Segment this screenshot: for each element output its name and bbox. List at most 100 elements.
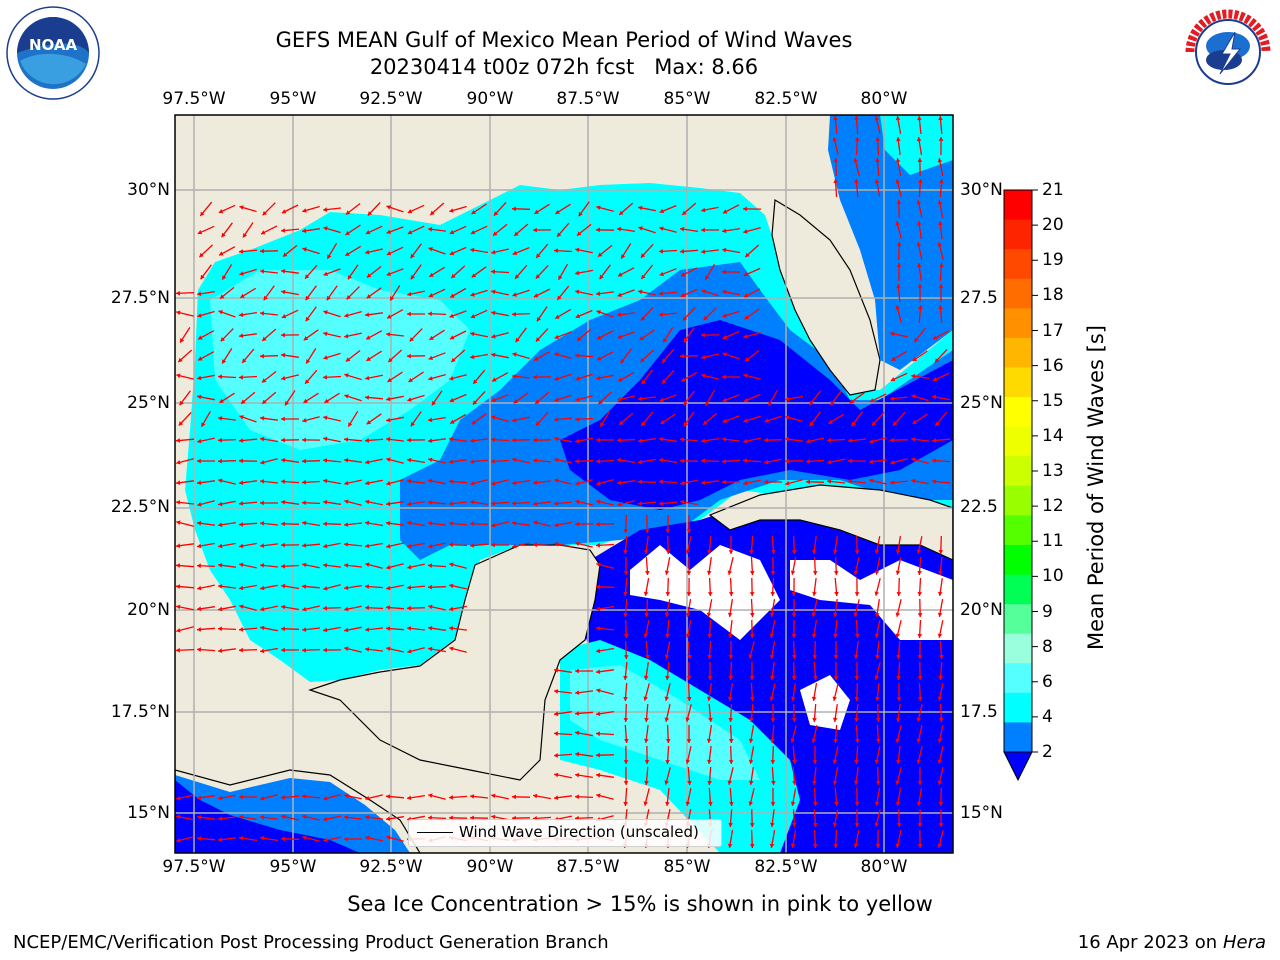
wind-wave-arrowhead — [365, 520, 370, 526]
wind-wave-arrowhead — [917, 613, 923, 617]
wind-wave-arrowhead — [722, 247, 727, 253]
wind-wave-arrowhead — [222, 359, 227, 364]
wind-wave-arrowhead — [596, 499, 601, 505]
lon-tick-bottom: 97.5°W — [162, 857, 226, 877]
wind-wave-arrowhead — [891, 356, 896, 361]
lat-tick-left: 27.5°N — [110, 288, 170, 308]
wind-wave-arrowhead — [895, 801, 901, 806]
wind-wave-arrowhead — [449, 479, 453, 484]
colorbar-segment — [1004, 722, 1032, 753]
wind-wave-arrowhead — [617, 292, 622, 297]
wind-wave-arrowhead — [260, 521, 265, 526]
wind-wave-arrowhead — [428, 293, 434, 298]
wind-wave-arrowhead — [764, 459, 769, 465]
wind-wave-arrowhead — [664, 780, 669, 785]
wind-wave-arrowhead — [682, 210, 687, 215]
wind-wave-arrowhead — [665, 675, 670, 680]
wind-wave-arrowhead — [701, 227, 705, 233]
wind-wave-arrowhead — [896, 676, 901, 680]
wind-wave-arrowhead — [344, 333, 349, 339]
wind-wave-arrowhead — [722, 459, 726, 464]
wind-wave-arrowhead — [785, 415, 790, 420]
wind-wave-arrowhead — [685, 759, 691, 764]
wind-wave-arrowhead — [812, 802, 818, 806]
wind-wave-arrowhead — [218, 606, 223, 612]
wind-wave-arrowhead — [365, 584, 369, 589]
wind-wave-arrowhead — [664, 570, 670, 575]
lon-tick-bottom: 95°W — [269, 857, 317, 877]
wind-wave-arrowhead — [812, 655, 818, 659]
wind-wave-arrowhead — [686, 697, 692, 701]
wind-wave-arrowhead — [638, 479, 642, 485]
wind-wave-arrowhead — [344, 458, 349, 463]
wind-wave-arrowhead — [239, 627, 244, 632]
colorbar-segment — [1004, 367, 1032, 398]
wind-wave-arrowhead — [512, 794, 516, 800]
wind-wave-arrowhead — [345, 251, 350, 256]
wind-wave-arrowhead — [854, 634, 860, 638]
wind-wave-arrowhead — [220, 337, 225, 342]
wind-wave-arrowhead — [407, 585, 412, 590]
wind-wave-arrowhead — [617, 502, 622, 507]
colorbar-tick-label: 2 — [1042, 742, 1053, 762]
wind-wave-arrowhead — [749, 823, 755, 827]
wind-wave-arrowhead — [281, 836, 285, 842]
lat-tick-right: 27.5 — [960, 288, 998, 308]
wind-wave-arrowhead — [833, 116, 838, 121]
wind-wave-arrowhead — [260, 479, 265, 484]
wind-wave-arrowhead — [701, 373, 706, 379]
wind-wave-arrowhead — [492, 377, 497, 382]
wind-wave-arrowhead — [827, 459, 832, 465]
wind-wave-arrowhead — [471, 273, 477, 278]
wind-wave-arrowhead — [345, 357, 351, 362]
wind-wave-arrowhead — [176, 290, 180, 296]
wind-wave-arrowhead — [260, 563, 265, 568]
wind-wave-arrowhead — [493, 211, 499, 216]
wind-wave-arrowhead — [386, 543, 391, 549]
wind-wave-arrowhead — [346, 295, 351, 300]
wind-wave-arrowhead — [281, 626, 285, 632]
wind-wave-arrowhead — [706, 738, 712, 743]
wind-wave-arrowhead — [575, 711, 579, 716]
wind-wave-arrowhead — [875, 739, 881, 743]
wind-wave-arrowhead — [769, 843, 775, 848]
wind-wave-arrowhead — [470, 230, 476, 235]
wind-wave-arrowhead — [554, 711, 559, 717]
wind-wave-arrowhead — [791, 823, 797, 827]
wind-wave-arrowhead — [728, 550, 734, 554]
wind-wave-arrowhead — [707, 634, 712, 638]
lat-tick-right: 17.5 — [960, 702, 998, 722]
wind-wave-arrowhead — [491, 542, 495, 548]
wind-wave-arrowhead — [932, 377, 938, 382]
wind-wave-arrowhead — [875, 137, 881, 141]
wind-wave-arrowhead — [218, 816, 223, 821]
wind-wave-arrowhead — [932, 394, 937, 400]
wind-wave-arrowhead — [305, 379, 310, 384]
wind-wave-arrowhead — [554, 501, 559, 506]
wind-wave-arrowhead — [874, 822, 880, 827]
wind-wave-arrowhead — [344, 313, 349, 318]
wind-wave-arrowhead — [323, 627, 328, 633]
wind-wave-arrowhead — [239, 543, 244, 549]
wind-wave-arrowhead — [176, 500, 181, 505]
wind-wave-arrowhead — [872, 421, 877, 426]
wind-wave-arrowhead — [665, 592, 671, 596]
wind-wave-arrowhead — [813, 676, 818, 680]
wind-wave-arrowhead — [743, 418, 748, 423]
wind-wave-arrowhead — [428, 625, 433, 631]
wind-wave-arrowhead — [644, 613, 650, 617]
wind-wave-arrowhead — [176, 838, 181, 843]
wind-wave-arrowhead — [596, 648, 601, 654]
wind-wave-arrowhead — [596, 772, 601, 778]
wind-wave-arrowhead — [665, 739, 671, 743]
wind-wave-arrowhead — [302, 247, 307, 252]
wind-wave-arrowhead — [743, 480, 748, 486]
wind-wave-arrowhead — [428, 646, 433, 652]
wind-wave-arrowhead — [623, 612, 628, 617]
wind-wave-arrowhead — [239, 438, 244, 443]
wind-wave-arrowhead — [685, 633, 691, 638]
wind-wave-arrowhead — [659, 436, 664, 442]
wind-wave-arrowhead — [938, 718, 944, 722]
wind-wave-arrowhead — [743, 229, 748, 234]
wind-wave-arrowhead — [770, 802, 776, 806]
